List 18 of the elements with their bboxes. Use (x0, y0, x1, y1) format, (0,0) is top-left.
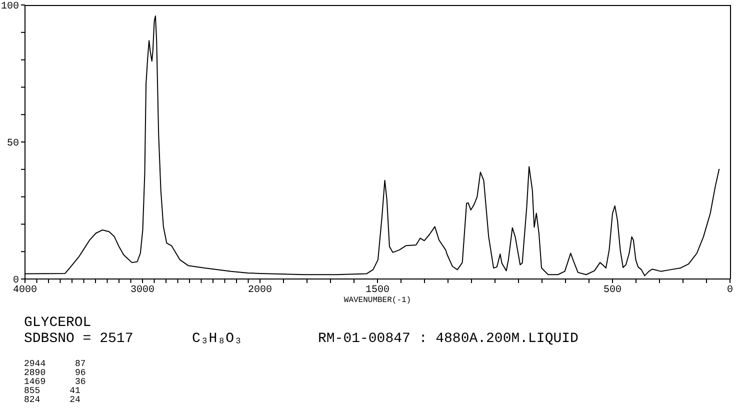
text: 2944 87 (24, 359, 86, 369)
x-tick-label: 1500 (365, 285, 390, 296)
x-tick-label: 0 (726, 285, 734, 296)
text: SDBSNO = 2517 (24, 331, 134, 347)
text: RM-01-00847 : 4880A.200M.LIQUID (318, 331, 578, 347)
x-tick-label: 3000 (130, 285, 155, 296)
text: GLYCEROL (24, 315, 92, 331)
x-axis-title: WAVENUMBER(-1) (344, 296, 412, 305)
x-tick-label: 500 (603, 285, 622, 296)
text: 824 24 (24, 395, 80, 405)
y-tick-label: 50 (6, 138, 19, 150)
y-tick-label: 100 (0, 2, 19, 13)
x-tick-label: 2000 (248, 285, 272, 296)
text: C₃H₈O₃ (192, 331, 242, 347)
text: 855 41 (24, 386, 80, 396)
text: 2890 96 (24, 368, 86, 378)
text: 1469 36 (24, 377, 86, 387)
x-tick-label: 4000 (12, 285, 38, 296)
